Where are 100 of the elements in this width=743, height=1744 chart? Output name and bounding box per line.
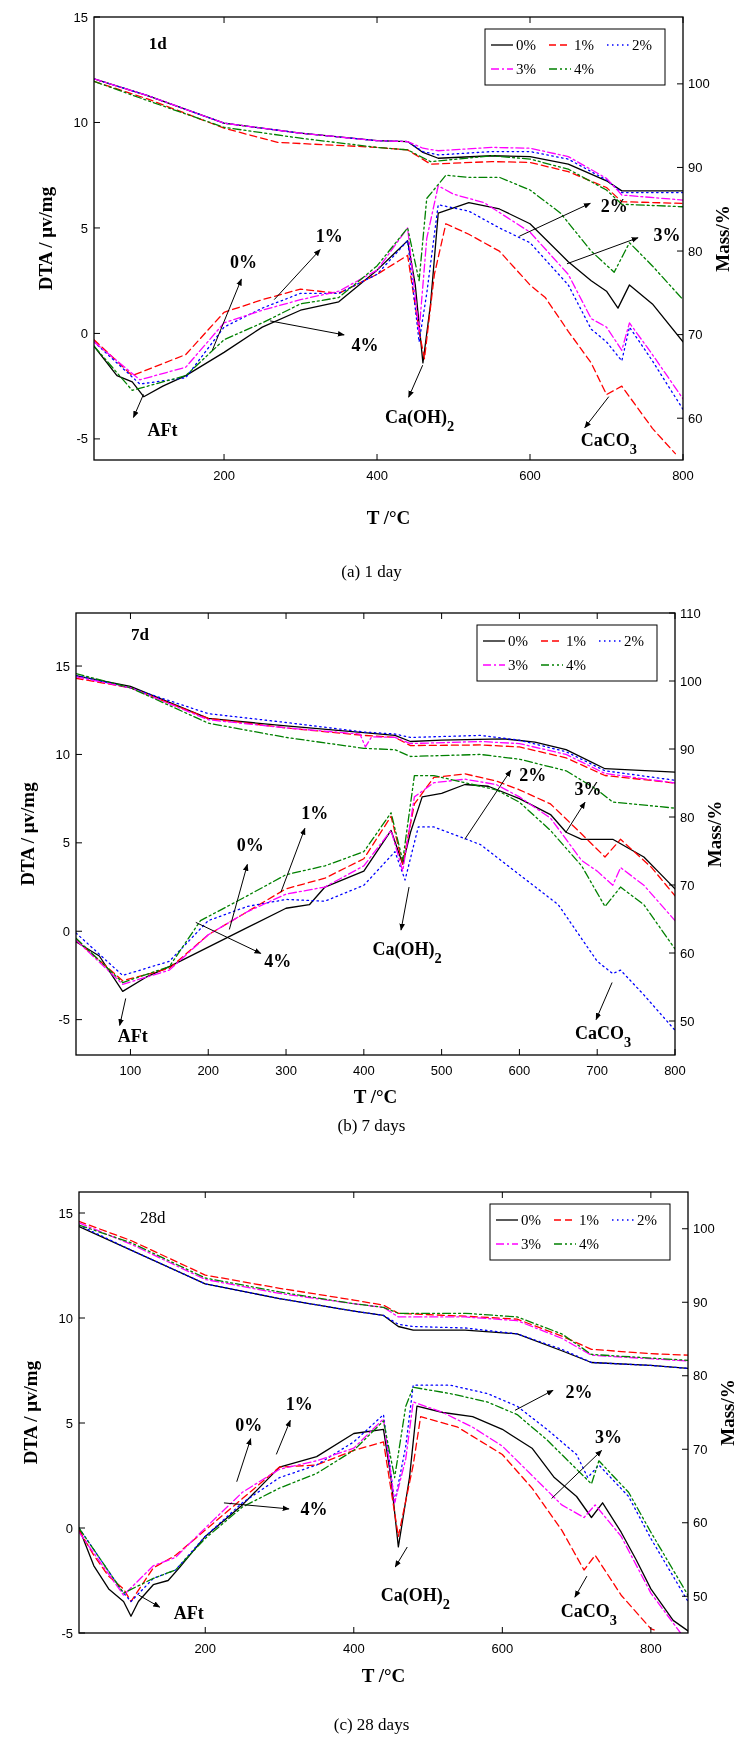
y2-tick-label: 100 (680, 673, 702, 689)
legend-label: 3% (521, 1236, 541, 1253)
annotation: 2% (519, 764, 547, 785)
x-tick-label: 600 (491, 1641, 514, 1656)
y2-tick-label: 50 (680, 1013, 695, 1029)
y2-tick-label: 80 (693, 1368, 708, 1384)
y-tick-label: 0 (65, 1520, 73, 1536)
x-tick-label: 800 (672, 468, 694, 483)
y2-tick-label: 100 (688, 76, 710, 92)
annotation: AFt (173, 1603, 204, 1624)
y-tick-label: 15 (58, 1205, 73, 1221)
x-tick-label: 200 (213, 468, 235, 483)
annotation: AFt (117, 1025, 148, 1046)
y2-tick-label: 110 (680, 605, 701, 621)
annotation: 2% (565, 1381, 593, 1402)
x-tick-label: 200 (194, 1641, 217, 1656)
legend-label: 1% (574, 37, 594, 54)
x-tick-label: 600 (519, 468, 541, 483)
annotation: 1% (315, 225, 343, 246)
y2-axis-title: Mass/% (704, 800, 725, 868)
y-tick-label: 0 (80, 325, 88, 341)
text: (c) 28 days (333, 1715, 410, 1734)
y2-tick-label: 80 (688, 243, 703, 259)
y2-tick-label: 80 (680, 809, 695, 825)
annotation: 1d (148, 33, 168, 53)
annotation: CaCO$_{3}$ (580, 429, 637, 457)
y-tick-label: 10 (73, 115, 88, 131)
x-tick-label: 600 (508, 1063, 531, 1078)
x-tick-label: 100 (119, 1063, 142, 1078)
y-tick-label: 5 (80, 220, 88, 236)
x-tick-label: 400 (352, 1063, 375, 1078)
y2-axis-title: Mass/% (712, 205, 733, 272)
annotation: 0% (229, 252, 257, 273)
y2-tick-label: 90 (693, 1294, 708, 1310)
y2-axis-title: Mass/% (717, 1379, 738, 1446)
legend-label: 3% (508, 657, 528, 674)
annotation: Ca(OH)$_{2}$ (380, 1585, 450, 1613)
legend-label: 4% (566, 657, 586, 674)
y2-tick-label: 60 (680, 945, 695, 961)
annotation: 28d (139, 1207, 166, 1227)
legend-label: 0% (521, 1212, 541, 1229)
y-tick-label: 10 (58, 1310, 73, 1326)
legend-label: 1% (566, 633, 586, 650)
y-axis-title: DTA / μv/mg (35, 186, 56, 291)
y-tick-label: 15 (55, 658, 70, 674)
legend-label: 2% (624, 633, 644, 650)
x-tick-label: 700 (586, 1063, 609, 1078)
x-tick-label: 800 (664, 1063, 686, 1078)
y2-tick-label: 60 (693, 1515, 708, 1531)
annotation: 7d (131, 624, 150, 644)
annotation: 0% (235, 1415, 263, 1436)
annotation: 4% (351, 335, 379, 356)
annotation: Ca(OH)$_{2}$ (385, 407, 455, 435)
annotation: 3% (653, 225, 681, 246)
annotation: 4% (264, 950, 292, 971)
annotation: 3% (574, 778, 602, 799)
x-tick-label: 800 (640, 1641, 662, 1656)
legend-label: 2% (632, 37, 652, 54)
annotation: 1% (285, 1393, 313, 1414)
annotation: 1% (301, 802, 329, 823)
annotation: 0% (236, 834, 264, 855)
annotation: CaCO$_{3}$ (575, 1022, 632, 1050)
x-tick-label: 400 (366, 468, 388, 483)
x-tick-label: 400 (342, 1641, 365, 1656)
legend-label: 3% (516, 61, 536, 78)
x-axis-title: T /°C (366, 507, 411, 528)
legend-label: 0% (508, 633, 528, 650)
y2-tick-label: 60 (688, 410, 703, 426)
annotation: AFt (147, 419, 178, 440)
y-tick-label: 5 (65, 1415, 73, 1431)
legend-label: 1% (579, 1212, 599, 1229)
x-tick-label: 200 (197, 1063, 220, 1078)
x-axis-title: T /°C (353, 1086, 398, 1107)
legend-label: 4% (579, 1236, 599, 1253)
y2-tick-label: 70 (680, 877, 695, 893)
legend-label: 0% (516, 37, 536, 54)
annotation: Ca(OH)$_{2}$ (372, 939, 442, 967)
legend-label: 4% (574, 61, 594, 78)
y2-tick-label: 90 (680, 741, 695, 757)
annotation: 3% (595, 1426, 623, 1447)
y-tick-label: 15 (73, 9, 88, 25)
y-axis-title: DTA / μv/mg (17, 781, 38, 886)
y-tick-label: 0 (62, 923, 70, 939)
y2-tick-label: 70 (688, 327, 703, 343)
x-axis-title: T /°C (361, 1665, 406, 1686)
y-tick-label: 5 (62, 835, 70, 851)
annotation: 2% (600, 195, 628, 216)
x-tick-label: 500 (430, 1063, 453, 1078)
text: (b) 7 days (337, 1116, 406, 1135)
y2-tick-label: 100 (693, 1221, 715, 1237)
text: (a) 1 day (341, 562, 403, 581)
y2-tick-label: 90 (688, 160, 703, 175)
annotation: CaCO$_{3}$ (560, 1601, 618, 1629)
y-tick-label: -5 (58, 1012, 70, 1028)
y-axis-title: DTA / μv/mg (20, 1360, 41, 1465)
legend-label: 2% (637, 1212, 657, 1229)
y2-tick-label: 50 (693, 1588, 708, 1604)
y-tick-label: 10 (55, 746, 70, 762)
y2-tick-label: 70 (693, 1441, 708, 1457)
y-tick-label: -5 (61, 1625, 73, 1641)
